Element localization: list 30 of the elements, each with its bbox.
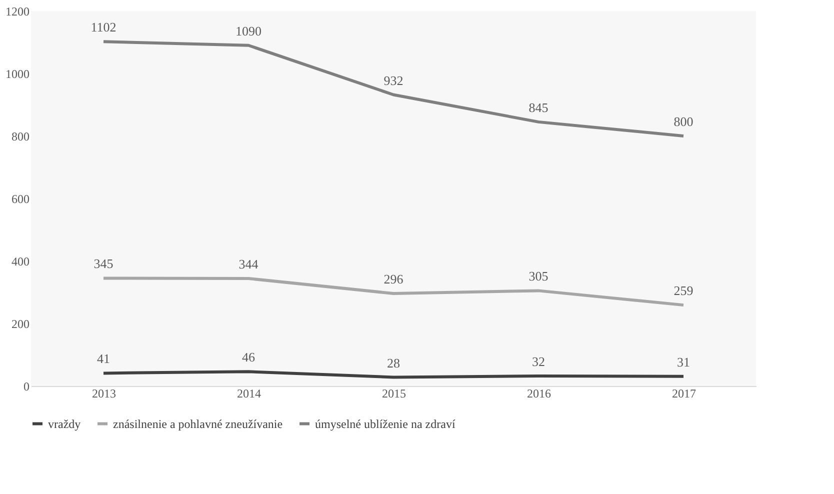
data-label: 1090 [236,23,262,38]
x-tick-label: 2017 [672,386,696,400]
data-label: 41 [97,351,110,366]
legend-label: znásilnenie a pohlavné zneužívanie [113,416,283,431]
x-tick-label: 2013 [92,386,116,400]
legend-label: úmyselné ublíženie na zdraví [315,416,456,431]
data-label: 32 [532,354,545,369]
data-label: 932 [384,72,404,88]
data-label: 305 [528,268,548,284]
data-label: 296 [384,272,404,286]
data-label: 259 [674,283,694,298]
data-label: 845 [528,100,548,115]
y-tick-label: 800 [12,130,30,144]
y-tick-label: 200 [12,317,30,331]
data-label: 1102 [90,20,116,35]
x-tick-label: 2014 [237,386,261,400]
y-tick-label: 1000 [6,67,30,81]
data-label: 345 [94,256,114,272]
y-tick-label: 0 [24,380,30,394]
legend-label: vraždy [48,416,81,431]
x-tick-label: 2015 [382,386,406,400]
data-label: 344 [238,256,259,272]
y-tick-label: 1200 [6,4,30,18]
y-tick-label: 400 [12,254,30,268]
y-tick-label: 600 [12,192,30,206]
x-tick-label: 2016 [527,386,551,400]
data-label: 31 [677,354,690,370]
data-label: 28 [387,355,400,370]
data-label: 800 [674,114,694,129]
data-label: 46 [242,350,256,365]
